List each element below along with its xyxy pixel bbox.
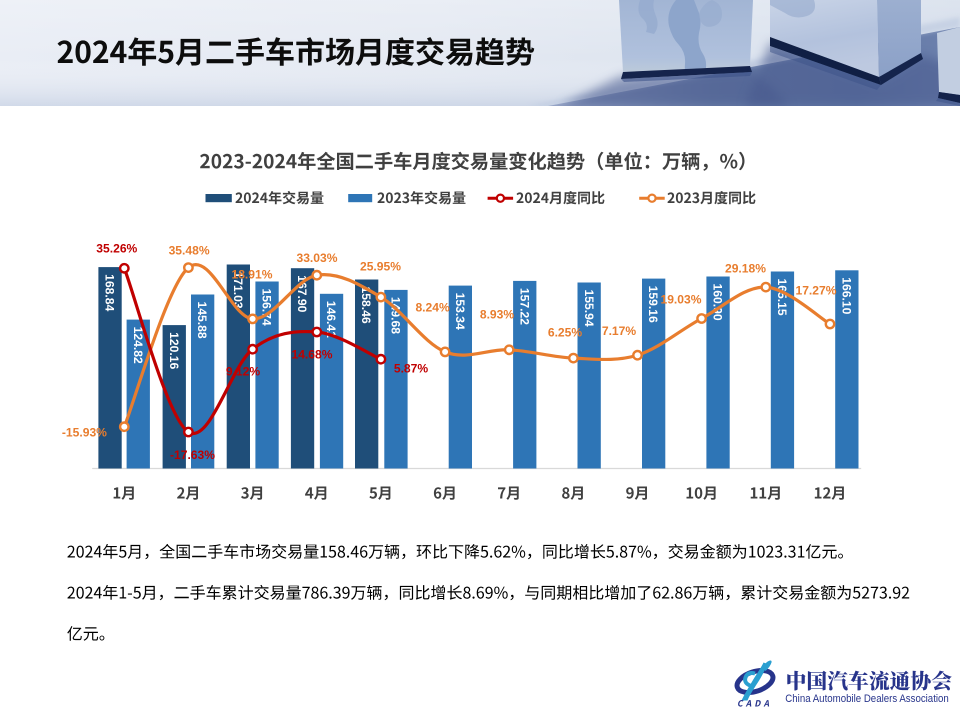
- svg-text:157.22: 157.22: [517, 288, 531, 325]
- svg-text:35.48%: 35.48%: [169, 244, 210, 258]
- svg-text:17.27%: 17.27%: [795, 284, 836, 298]
- svg-text:33.03%: 33.03%: [296, 251, 337, 265]
- svg-text:158.46: 158.46: [359, 287, 373, 324]
- svg-text:5.87%: 5.87%: [394, 362, 429, 376]
- svg-text:-17.63%: -17.63%: [170, 448, 215, 462]
- svg-text:8.24%: 8.24%: [415, 301, 450, 315]
- svg-text:146.41: 146.41: [324, 301, 338, 338]
- svg-text:6.25%: 6.25%: [548, 326, 583, 340]
- svg-text:160.90: 160.90: [711, 284, 725, 321]
- svg-text:120.16: 120.16: [167, 332, 181, 369]
- svg-text:8.93%: 8.93%: [480, 308, 515, 322]
- svg-text:145.88: 145.88: [195, 302, 209, 339]
- svg-text:168.84: 168.84: [103, 274, 117, 311]
- svg-text:166.10: 166.10: [839, 277, 853, 314]
- svg-text:155.94: 155.94: [582, 290, 596, 327]
- svg-text:29.18%: 29.18%: [725, 262, 766, 276]
- svg-text:165.15: 165.15: [775, 279, 789, 316]
- svg-text:China Automobile Dealers Assoc: China Automobile Dealers Association: [785, 693, 949, 705]
- svg-text:19.03%: 19.03%: [660, 293, 701, 307]
- svg-text:35.26%: 35.26%: [96, 242, 137, 256]
- svg-text:171.03: 171.03: [231, 272, 245, 309]
- svg-text:153.34: 153.34: [453, 293, 467, 330]
- svg-text:7.17%: 7.17%: [602, 324, 637, 338]
- svg-text:159.16: 159.16: [646, 286, 660, 323]
- svg-text:14.68%: 14.68%: [291, 348, 332, 362]
- svg-text:25.95%: 25.95%: [360, 260, 401, 274]
- svg-text:156.74: 156.74: [260, 289, 274, 326]
- svg-text:9.12%: 9.12%: [226, 365, 261, 379]
- svg-text:124.82: 124.82: [131, 327, 145, 364]
- svg-text:18.91%: 18.91%: [231, 267, 272, 281]
- svg-text:-15.93%: -15.93%: [62, 426, 107, 440]
